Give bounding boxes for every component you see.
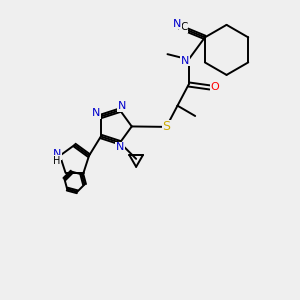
Text: C: C [180, 22, 188, 32]
Text: S: S [162, 120, 170, 134]
Text: N: N [53, 149, 61, 159]
Text: N: N [173, 19, 181, 28]
Text: H: H [53, 156, 61, 166]
Text: N: N [118, 101, 126, 111]
Text: O: O [211, 82, 220, 92]
Text: N: N [181, 56, 189, 66]
Text: N: N [92, 109, 100, 118]
Text: N: N [116, 142, 124, 152]
